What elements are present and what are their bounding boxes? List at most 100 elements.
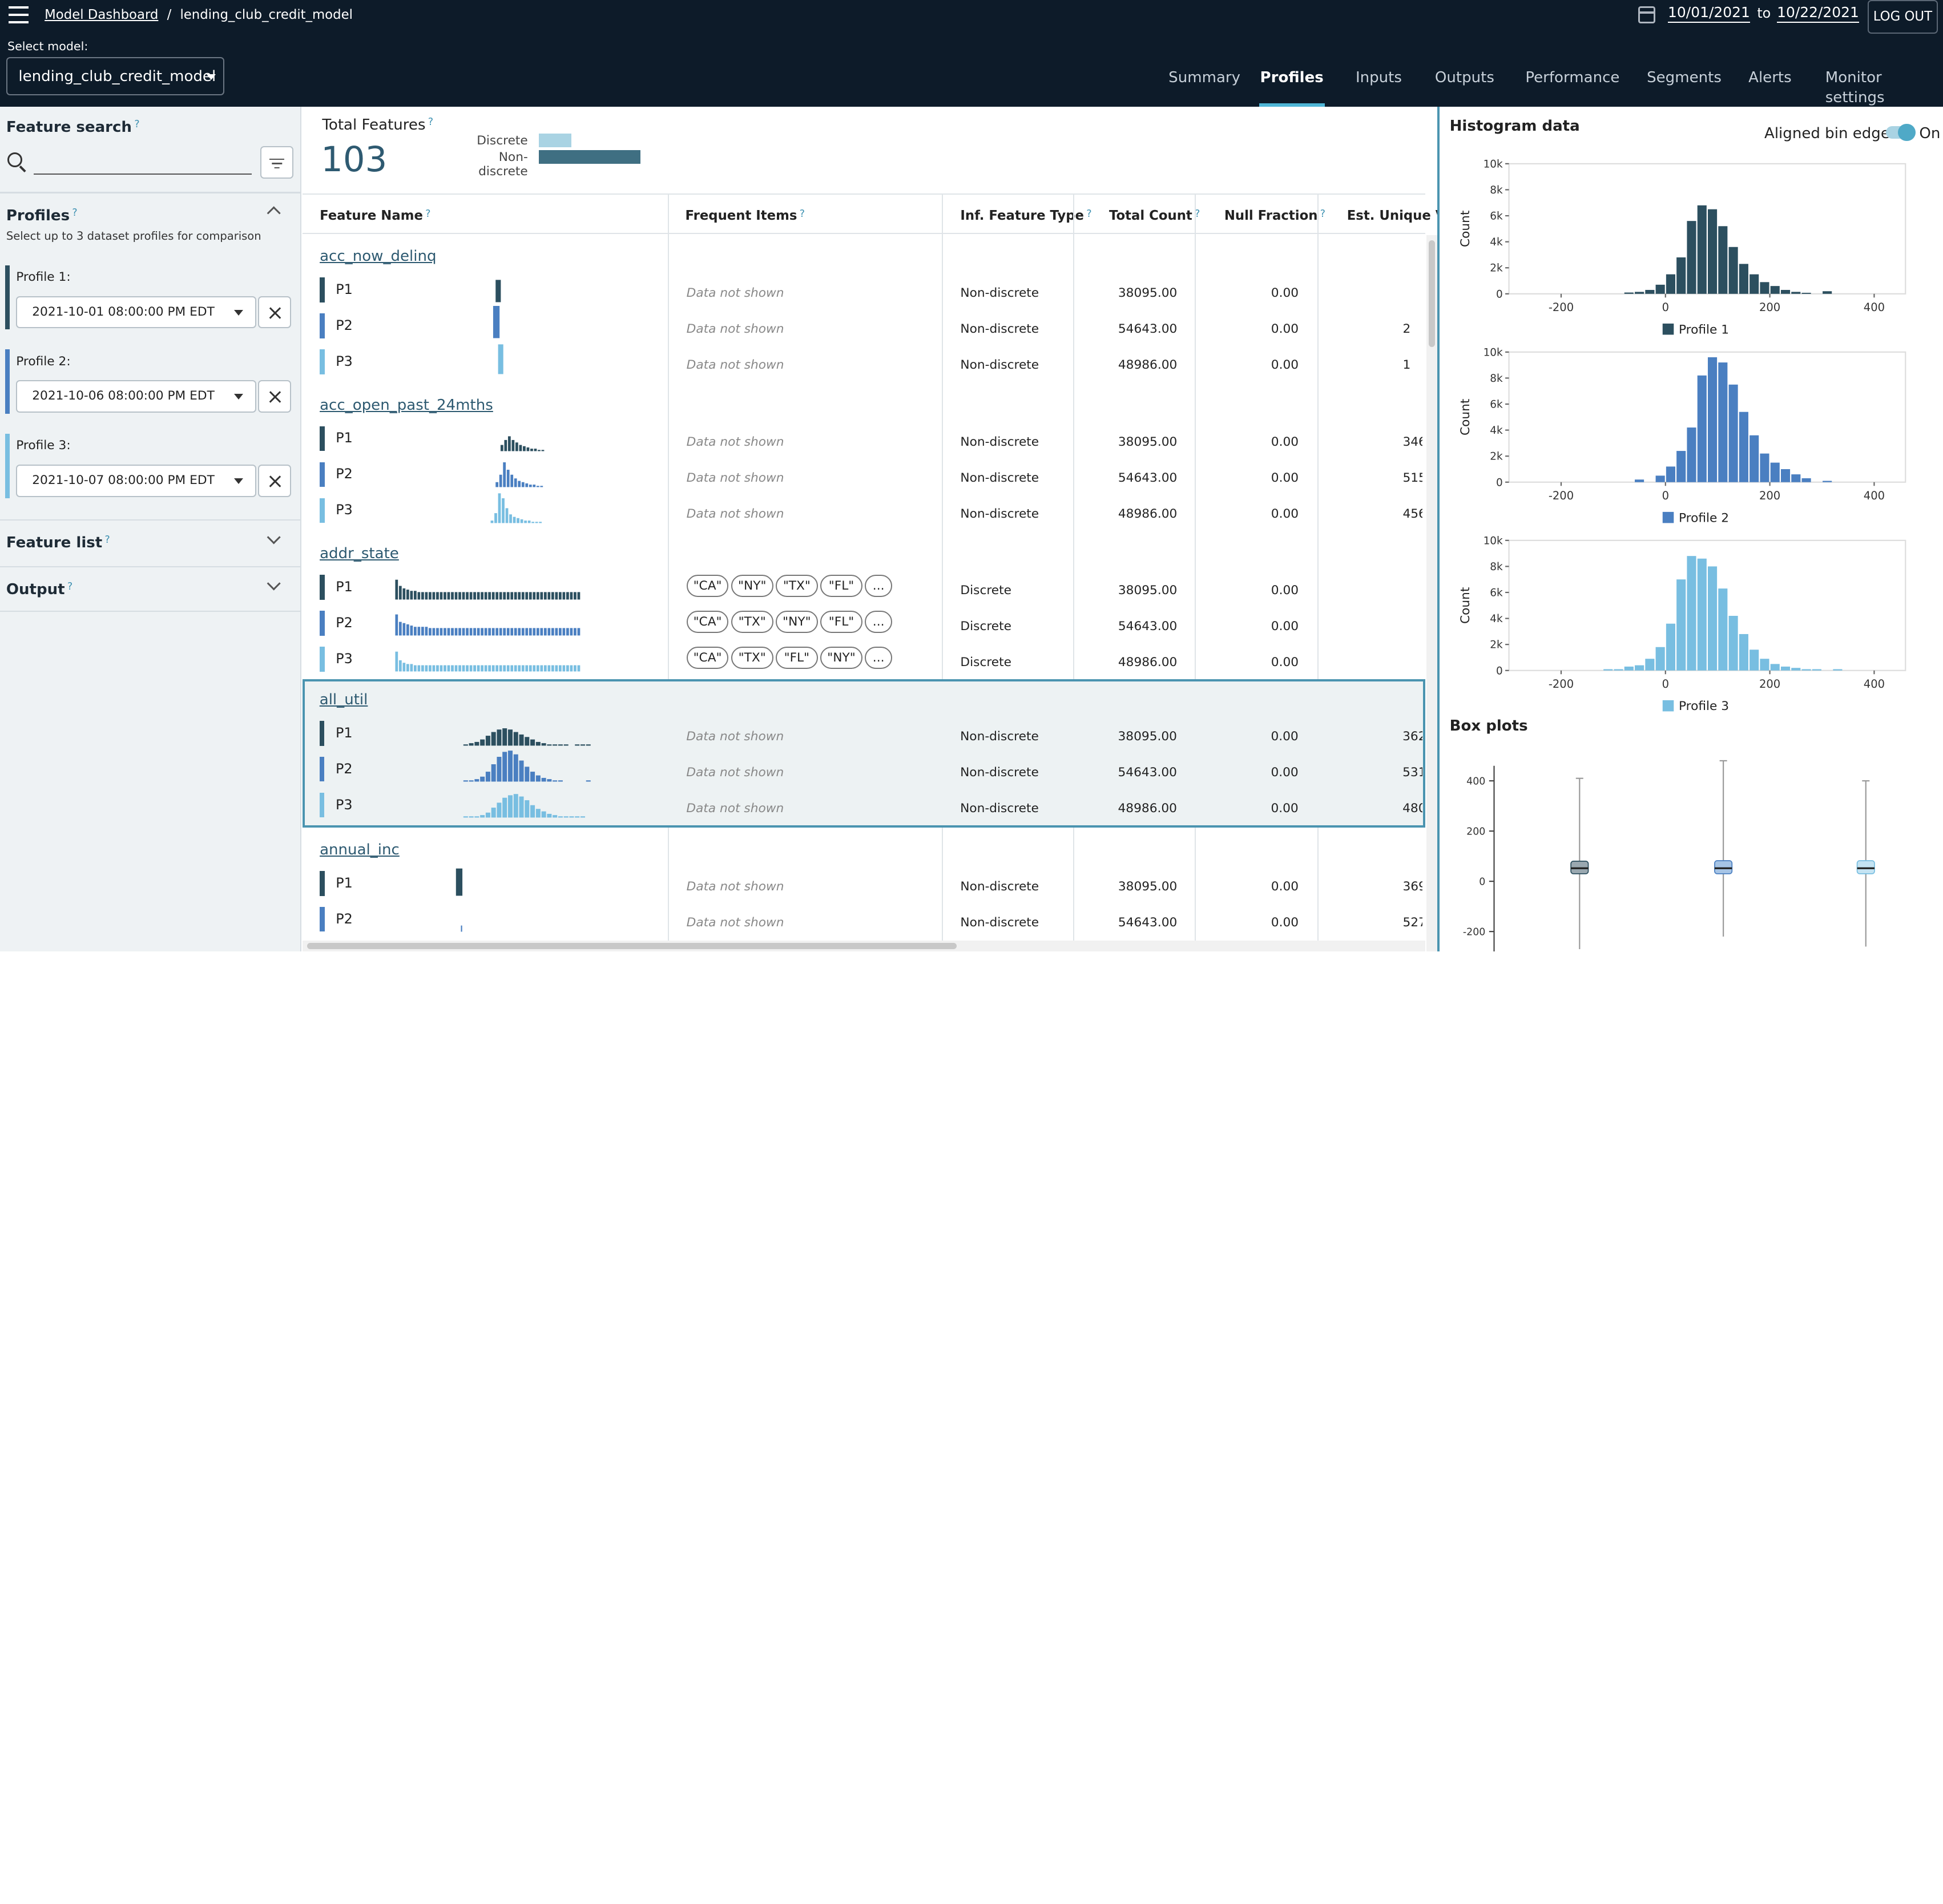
tab-outputs[interactable]: Outputs bbox=[1434, 69, 1494, 87]
col-total-count[interactable]: Total Count? bbox=[1109, 208, 1200, 223]
col-null-fraction[interactable]: Null Fraction? bbox=[1224, 208, 1325, 223]
histogram-bar[interactable] bbox=[1812, 669, 1822, 671]
histogram-bar[interactable] bbox=[1760, 453, 1769, 482]
date-from[interactable]: 10/01/2021 bbox=[1668, 4, 1750, 23]
help-icon[interactable]: ? bbox=[1195, 208, 1200, 220]
col-feature-type[interactable]: Inf. Feature Type? bbox=[960, 208, 1091, 223]
frequent-item-chip[interactable]: "FL" bbox=[820, 611, 862, 634]
histogram-bar[interactable] bbox=[1770, 664, 1780, 671]
boxplot-2[interactable] bbox=[1714, 760, 1733, 937]
scroll-thumb[interactable] bbox=[307, 943, 957, 949]
hamburger-menu-icon[interactable] bbox=[9, 6, 29, 24]
histogram-bar[interactable] bbox=[1635, 479, 1644, 482]
histogram-bar[interactable] bbox=[1718, 362, 1728, 482]
histogram-bar[interactable] bbox=[1624, 292, 1634, 294]
histogram-bar[interactable] bbox=[1823, 481, 1832, 482]
histogram-bar[interactable] bbox=[1645, 658, 1655, 671]
profile-3-dropdown[interactable]: 2021-10-07 08:00:00 PM EDT bbox=[16, 465, 257, 497]
histogram-bar[interactable] bbox=[1635, 292, 1644, 294]
frequent-item-chip[interactable]: ... bbox=[865, 575, 893, 598]
histogram-bar[interactable] bbox=[1739, 634, 1749, 671]
help-icon[interactable]: ? bbox=[425, 208, 431, 220]
chevron-down-icon[interactable] bbox=[267, 530, 281, 545]
feature-name-link[interactable]: acc_open_past_24mths bbox=[320, 396, 493, 414]
frequent-item-chip[interactable]: "NY" bbox=[775, 611, 818, 634]
histogram-bar[interactable] bbox=[1749, 274, 1759, 294]
scroll-thumb[interactable] bbox=[1429, 240, 1435, 347]
histogram-bar[interactable] bbox=[1687, 427, 1696, 482]
vertical-scrollbar[interactable] bbox=[1426, 235, 1438, 952]
histogram-bar[interactable] bbox=[1697, 205, 1707, 294]
histogram-bar[interactable] bbox=[1718, 588, 1728, 671]
histogram-bar[interactable] bbox=[1687, 555, 1696, 671]
col-feature-name[interactable]: Feature Name? bbox=[320, 208, 430, 223]
output-section[interactable]: Output? bbox=[6, 581, 72, 598]
histogram-bar[interactable] bbox=[1708, 566, 1718, 671]
logout-button[interactable]: LOG OUT bbox=[1867, 0, 1938, 34]
histogram-bar[interactable] bbox=[1801, 669, 1811, 671]
histogram-bar[interactable] bbox=[1624, 666, 1634, 671]
frequent-item-chip[interactable]: "TX" bbox=[731, 611, 773, 634]
boxplot-3[interactable] bbox=[1856, 780, 1876, 947]
feature-group[interactable]: all_util P1 Data not shown Non-discrete 3809… bbox=[302, 679, 1425, 828]
frequent-item-chip[interactable]: "TX" bbox=[731, 647, 773, 669]
histogram-bar[interactable] bbox=[1708, 357, 1718, 482]
histogram-bar[interactable] bbox=[1833, 669, 1843, 671]
histogram-bar[interactable] bbox=[1687, 220, 1696, 294]
frequent-item-chip[interactable]: "CA" bbox=[686, 611, 729, 634]
histogram-bar[interactable] bbox=[1801, 478, 1811, 482]
histogram-bar[interactable] bbox=[1718, 225, 1728, 294]
histogram-bar[interactable] bbox=[1760, 658, 1769, 671]
feature-name-link[interactable]: all_util bbox=[319, 691, 368, 708]
tab-segments[interactable]: Segments bbox=[1647, 69, 1722, 87]
filter-button[interactable] bbox=[260, 146, 294, 179]
histogram-bar[interactable] bbox=[1781, 289, 1791, 294]
histogram-bar[interactable] bbox=[1823, 291, 1832, 294]
calendar-icon[interactable] bbox=[1638, 6, 1656, 24]
histogram-bar[interactable] bbox=[1666, 274, 1676, 294]
histogram-bar[interactable] bbox=[1655, 647, 1665, 671]
histogram-bar[interactable] bbox=[1614, 669, 1623, 671]
boxplot-1[interactable] bbox=[1570, 777, 1589, 949]
histogram-bar[interactable] bbox=[1676, 257, 1686, 294]
histogram-bar[interactable] bbox=[1801, 292, 1811, 294]
histogram-bar[interactable] bbox=[1666, 466, 1676, 482]
histogram-bar[interactable] bbox=[1791, 474, 1801, 482]
histogram-bar[interactable] bbox=[1749, 435, 1759, 482]
profile-2-clear-button[interactable] bbox=[257, 380, 292, 413]
histogram-bar[interactable] bbox=[1770, 462, 1780, 482]
chevron-up-icon[interactable] bbox=[267, 206, 281, 220]
histogram-bar[interactable] bbox=[1781, 666, 1791, 671]
feature-list-section[interactable]: Feature list? bbox=[6, 534, 110, 551]
histogram-bar[interactable] bbox=[1739, 264, 1749, 294]
tab-inputs[interactable]: Inputs bbox=[1355, 69, 1402, 87]
search-input[interactable] bbox=[33, 173, 252, 175]
date-to[interactable]: 10/22/2021 bbox=[1777, 4, 1859, 23]
model-select[interactable]: lending_club_credit_model bbox=[6, 57, 224, 96]
feature-name-link[interactable]: addr_state bbox=[320, 545, 399, 563]
histogram-bar[interactable] bbox=[1781, 469, 1791, 482]
profile-2-dropdown[interactable]: 2021-10-06 08:00:00 PM EDT bbox=[16, 380, 257, 413]
profile-1-clear-button[interactable] bbox=[257, 296, 292, 329]
histogram-bar[interactable] bbox=[1676, 579, 1686, 671]
profile-3-clear-button[interactable] bbox=[257, 465, 292, 497]
help-icon[interactable]: ? bbox=[134, 119, 140, 131]
histogram-bar[interactable] bbox=[1728, 384, 1738, 482]
aligned-bin-edges-toggle[interactable] bbox=[1885, 124, 1916, 142]
histogram-bar[interactable] bbox=[1728, 247, 1738, 294]
col-est-unique[interactable]: Est. Unique Va bbox=[1347, 208, 1454, 223]
tab-performance[interactable]: Performance bbox=[1525, 69, 1620, 87]
histogram-bar[interactable] bbox=[1697, 558, 1707, 671]
histogram-bar[interactable] bbox=[1655, 475, 1665, 482]
histogram-bar[interactable] bbox=[1666, 623, 1676, 671]
frequent-item-chip[interactable]: "CA" bbox=[686, 575, 729, 598]
help-icon[interactable]: ? bbox=[1086, 208, 1092, 220]
help-icon[interactable]: ? bbox=[104, 534, 110, 546]
tab-alerts[interactable]: Alerts bbox=[1748, 69, 1792, 87]
histogram-bar[interactable] bbox=[1728, 615, 1738, 671]
tab-profiles[interactable]: Profiles bbox=[1259, 68, 1325, 107]
help-icon[interactable]: ? bbox=[67, 581, 73, 593]
tab-summary[interactable]: Summary bbox=[1168, 69, 1241, 87]
feature-name-link[interactable]: annual_inc bbox=[320, 841, 400, 859]
help-icon[interactable]: ? bbox=[428, 116, 434, 128]
